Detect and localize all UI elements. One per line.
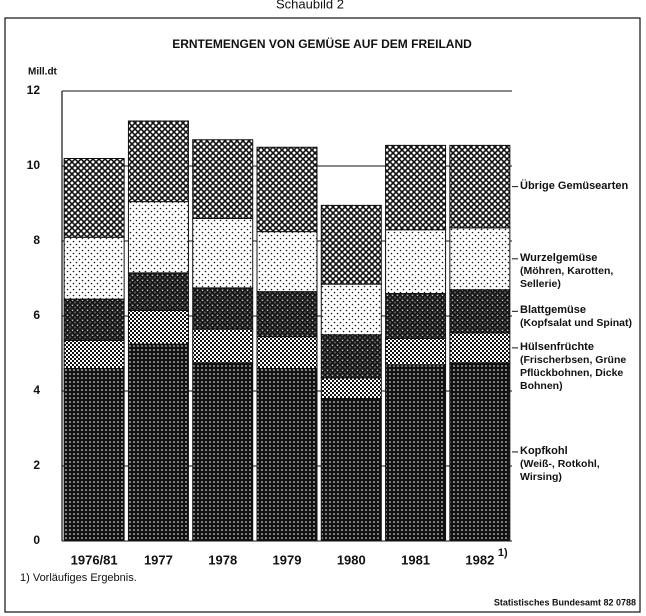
bar-segment [63, 298, 125, 341]
bar-segment [192, 362, 254, 542]
bar-segment [449, 332, 511, 364]
legend-description: (Kopfsalat und Spinat) [520, 317, 632, 330]
bar-segment [63, 158, 125, 238]
x-tick-label: 1976/81 [71, 552, 118, 567]
bar-segment [256, 291, 318, 338]
bar-segment [127, 272, 189, 311]
x-tick-label: 1979 [273, 552, 302, 567]
bar-segment [256, 368, 318, 542]
bar-segment [385, 144, 447, 231]
chart-title: ERNTEMENGEN VON GEMÜSE AUF DEM FREILAND [172, 36, 472, 51]
bar-segment [192, 218, 254, 289]
y-axis-label: Mill.dt [28, 67, 58, 78]
legend-entry: Wurzelgemüse (Möhren, Karotten, Sellerie) [520, 252, 644, 291]
bar-segment [320, 377, 382, 399]
y-tick-label: 12 [27, 83, 41, 97]
frame [4, 17, 641, 613]
bar-segment [127, 309, 189, 345]
x-tick-label: 1978 [208, 552, 237, 567]
legend-entry: Übrige Gemüsearten [520, 180, 644, 193]
bar-segment [192, 139, 254, 219]
bar-segment [449, 227, 511, 291]
bar-segment [63, 236, 125, 300]
bar-segment [127, 343, 189, 542]
bar-segment [320, 204, 382, 285]
x-tick-label: 1982 [465, 552, 494, 567]
source: Statistisches Bundesamt 82 0788 [494, 597, 636, 607]
bar-segment [256, 146, 318, 233]
footnote-marker: 1) [498, 547, 508, 559]
bar-segment [449, 289, 511, 334]
x-tick-label: 1977 [144, 552, 173, 567]
legend-description: (Möhren, Karotten, Sellerie) [520, 264, 614, 290]
legend-description: (Frischerbsen, Grüne Pflückbohnen, Dicke… [520, 353, 627, 392]
legend-label: Kopfkohl [520, 444, 568, 457]
legend-label: Blattgemüse [520, 304, 587, 317]
legend-label: Übrige Gemüsearten [520, 179, 629, 192]
bar-segment [385, 338, 447, 366]
y-tick-label: 0 [33, 533, 40, 547]
header: Schaubild 2 [276, 0, 344, 11]
y-tick-label: 4 [33, 383, 40, 397]
legend-entry: Hülsenfrüchte (Frischerbsen, Grüne Pflück… [520, 341, 644, 393]
bar-segment [192, 328, 254, 364]
y-tick-label: 6 [33, 308, 40, 322]
bar-segment [320, 283, 382, 336]
x-tick-label: 1980 [337, 552, 366, 567]
footnote: 1) Vorläufiges Ergebnis. [20, 572, 137, 584]
legend-description: (Weiß-, Rotkohl, Wirsing) [520, 457, 600, 483]
y-tick-label: 10 [27, 158, 41, 172]
bar-segment [320, 334, 382, 379]
y-tick-label: 8 [33, 233, 40, 247]
bar-segment [256, 231, 318, 293]
legend-entry: Kopfkohl (Weiß-, Rotkohl, Wirsing) [520, 445, 644, 484]
bar-segment [385, 229, 447, 294]
bar-segment [256, 336, 318, 369]
legend-label: Wurzelgemüse [520, 251, 598, 264]
bar-segment [449, 362, 511, 542]
bar-segment [63, 339, 125, 369]
bar-segment [449, 144, 511, 229]
bar-segment [127, 120, 189, 203]
legend-entry: Blattgemüse (Kopfsalat und Spinat) [520, 304, 644, 330]
bar-segment [385, 293, 447, 339]
bar-segment [127, 201, 189, 274]
bar-segment [320, 398, 382, 542]
bar-segment [192, 287, 254, 330]
bar-segment [63, 368, 125, 542]
y-tick-label: 2 [33, 458, 40, 472]
legend-label: Hülsenfrüchte [520, 340, 594, 353]
x-tick-label: 1981 [401, 552, 430, 567]
bar-segment [385, 364, 447, 542]
